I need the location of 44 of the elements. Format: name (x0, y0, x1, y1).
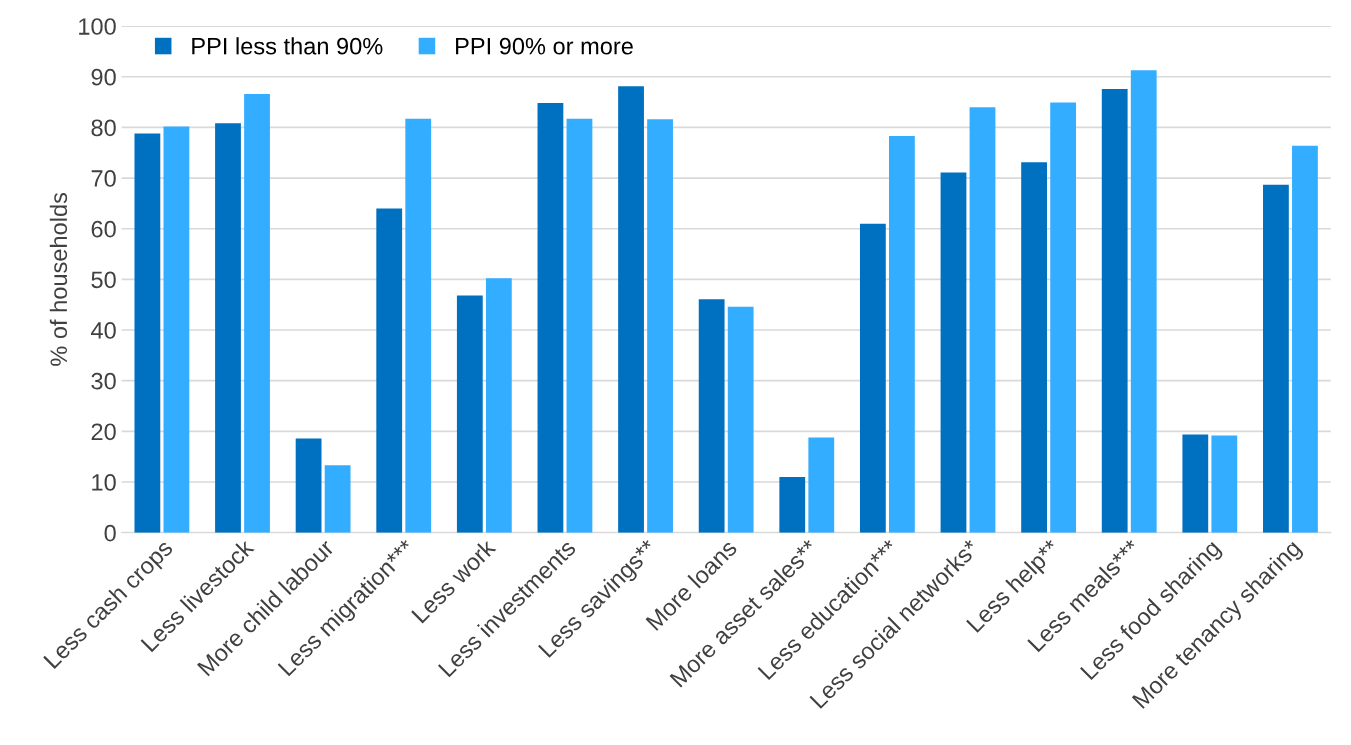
y-tick-label: 0 (104, 524, 116, 542)
bar (456, 295, 483, 533)
bar (215, 123, 241, 533)
bar (376, 208, 403, 533)
bar (859, 223, 886, 533)
bar (1130, 70, 1157, 533)
y-tick-label: 30 (91, 372, 116, 390)
bar (485, 278, 512, 533)
bar (1263, 184, 1289, 533)
legend-label: PPI 90% or more (456, 37, 633, 55)
bar (808, 437, 835, 533)
bar (537, 103, 564, 533)
y-tick-label: 50 (91, 271, 116, 289)
bar (940, 172, 967, 533)
bar (1050, 102, 1077, 533)
bar (779, 476, 806, 533)
bar (888, 136, 915, 533)
bar (134, 133, 161, 533)
bar (1021, 162, 1047, 533)
y-tick-label: 100 (79, 18, 116, 35)
y-tick-label: 60 (91, 220, 116, 238)
bar (1182, 434, 1209, 533)
y-tick-label: 20 (91, 423, 116, 441)
bar (727, 306, 754, 533)
bar (405, 118, 432, 533)
bar (244, 93, 270, 533)
bar (647, 119, 673, 533)
bar (1211, 435, 1238, 533)
bar (163, 126, 190, 533)
y-axis-title: % of households (49, 192, 68, 366)
bar (969, 107, 996, 533)
bar (698, 299, 725, 533)
bar (295, 438, 322, 533)
bar (324, 465, 351, 533)
y-tick-label: 80 (91, 119, 116, 137)
y-tick-label: 10 (92, 474, 116, 491)
bar (1101, 88, 1128, 533)
y-tick-label: 90 (91, 68, 116, 86)
y-tick-label: 40 (91, 322, 116, 339)
y-tick-label: 70 (91, 170, 116, 187)
legend-label: PPI less than 90% (192, 37, 383, 55)
bar (618, 86, 644, 533)
bar (566, 118, 593, 533)
bar (1292, 145, 1318, 533)
